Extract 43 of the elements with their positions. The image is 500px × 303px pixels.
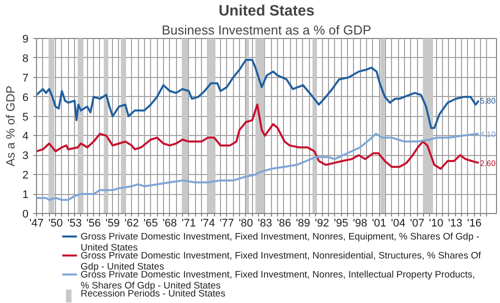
y-axis-title: As a % of GDP xyxy=(3,86,18,166)
x-tick-label: '04 xyxy=(390,218,406,230)
x-tick-label: '16 xyxy=(467,218,482,230)
line-series xyxy=(36,104,480,170)
x-tick-label: '10 xyxy=(429,218,444,230)
x-tick-label: '62 xyxy=(124,218,139,230)
x-tick-label: '68 xyxy=(162,218,177,230)
x-tick-label: '92 xyxy=(314,218,330,230)
y-tick-label: 3 xyxy=(22,150,29,162)
y-tick-label: 6 xyxy=(22,92,29,104)
x-tick-label: '95 xyxy=(334,218,348,230)
x-tick-label: '07 xyxy=(410,218,424,230)
x-tick-label: '65 xyxy=(144,218,158,230)
y-tick-label: 1 xyxy=(22,189,29,202)
data-label: 2.60 xyxy=(480,158,496,168)
x-tick-label: '71 xyxy=(182,218,196,230)
legend-label: Recession Periods - United States xyxy=(80,288,226,300)
x-tick-label: '86 xyxy=(276,218,292,230)
y-tick-label: 8 xyxy=(22,52,29,65)
y-tick-label: 0 xyxy=(22,208,29,220)
y-tick-label: 5 xyxy=(22,111,29,124)
x-tick-label: '89 xyxy=(296,218,310,230)
y-tick-label: 7 xyxy=(22,72,29,84)
y-tick-label: 9 xyxy=(22,34,29,46)
chart-title: United States xyxy=(218,2,314,20)
x-tick-label: '59 xyxy=(105,218,120,230)
x-tick-label: '56 xyxy=(86,218,101,230)
x-tick-label: '47 xyxy=(29,218,44,230)
x-tick-label: '98 xyxy=(352,218,368,230)
x-tick-label: '74 xyxy=(200,218,215,230)
x-tick-label: '13 xyxy=(448,218,462,230)
chart-subtitle: Business Investment as a % of GDP xyxy=(162,22,372,38)
line-series xyxy=(36,58,480,129)
x-tick-label: '01 xyxy=(372,218,386,230)
x-tick-label: '77 xyxy=(220,218,234,230)
data-label: 5.80 xyxy=(480,96,496,106)
x-tick-label: '53 xyxy=(67,218,82,230)
line-series xyxy=(36,132,480,201)
x-tick-label: '80 xyxy=(238,218,254,230)
x-tick-label: '50 xyxy=(48,218,63,230)
y-tick-label: 4 xyxy=(22,130,29,143)
y-tick-label: 2 xyxy=(22,170,29,182)
x-tick-label: '83 xyxy=(258,218,272,230)
